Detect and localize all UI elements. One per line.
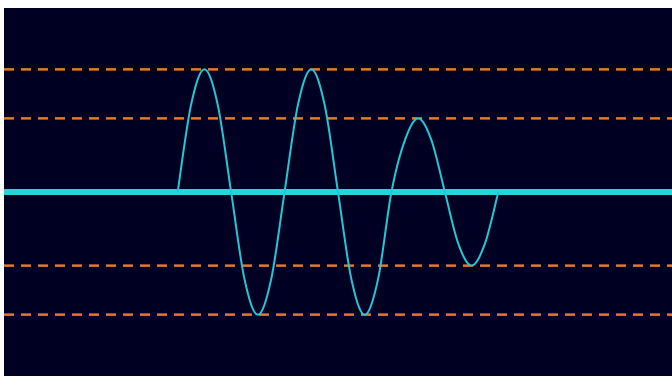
signal-series-line (176, 68, 500, 316)
signal-layer (176, 68, 500, 316)
plot-area (4, 8, 672, 376)
threshold-lines (4, 68, 672, 316)
